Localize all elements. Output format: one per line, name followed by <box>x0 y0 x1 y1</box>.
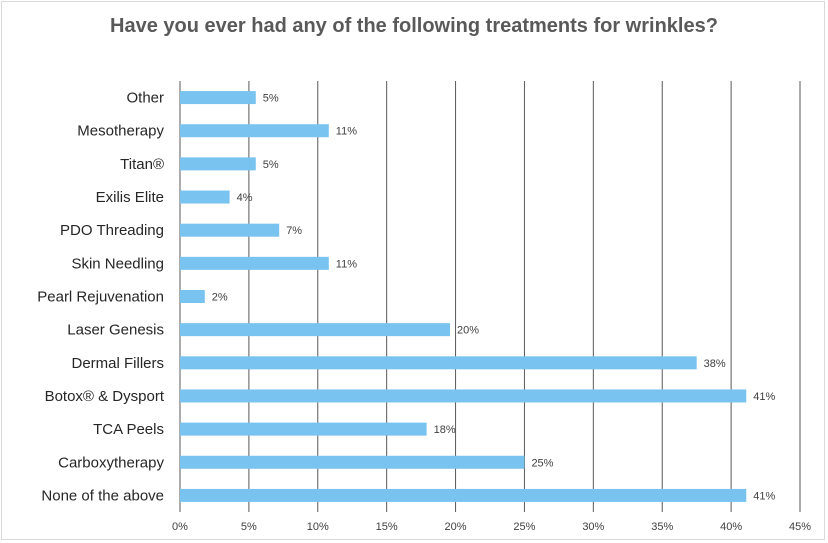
category-label: Skin Needling <box>71 255 164 272</box>
x-tick-label: 25% <box>513 521 535 533</box>
bars <box>180 91 747 502</box>
category-label: Dermal Fillers <box>71 355 164 372</box>
x-tick-label: 30% <box>582 521 604 533</box>
data-label: 4% <box>237 192 253 204</box>
data-label: 41% <box>753 490 775 502</box>
data-label: 11% <box>336 258 357 270</box>
category-label: Mesotherapy <box>77 123 164 140</box>
data-label: 2% <box>212 292 228 304</box>
bar <box>180 422 427 436</box>
x-tick-label: 20% <box>445 521 467 533</box>
category-label: Carboxytherapy <box>58 454 164 471</box>
category-labels: Other Mesotherapy Titan® Exilis Elite PDO Th… <box>37 90 165 505</box>
data-label: 25% <box>531 457 553 469</box>
bar <box>180 91 256 105</box>
category-label: PDO Threading <box>60 222 164 239</box>
bar <box>180 389 747 403</box>
category-label: Laser Genesis <box>67 322 164 339</box>
bar <box>180 323 451 337</box>
category-label: None of the above <box>41 487 164 504</box>
x-tick-label: 35% <box>651 521 673 533</box>
data-labels: 5% 11% 5% 4% 7% 11% 2% 20% 38% 41% 18% 25% 41% <box>212 93 776 503</box>
data-label: 5% <box>263 159 279 171</box>
x-tick-label: 10% <box>307 521 329 533</box>
category-label: Botox® & Dysport <box>45 388 165 405</box>
category-label: Other <box>126 90 164 107</box>
bar <box>180 455 525 469</box>
bar <box>180 256 329 270</box>
data-label: 20% <box>457 325 479 337</box>
x-tick-label: 5% <box>241 521 257 533</box>
x-tick-label: 40% <box>720 521 742 533</box>
bar <box>180 488 747 502</box>
bar <box>180 157 256 171</box>
bar <box>180 223 280 237</box>
data-label: 18% <box>434 424 456 436</box>
category-label: TCA Peels <box>93 421 164 438</box>
data-label: 7% <box>286 225 302 237</box>
bar <box>180 124 329 138</box>
data-label: 5% <box>263 93 279 105</box>
category-label: Pearl Rejuvenation <box>37 289 164 306</box>
x-axis-tick-labels: 0% 5% 10% 15% 20% 25% 30% 35% 40% 45% <box>172 521 811 533</box>
x-tick-label: 0% <box>172 521 188 533</box>
bar <box>180 190 230 204</box>
gridlines <box>179 81 801 512</box>
category-label: Exilis Elite <box>96 189 164 206</box>
data-label: 11% <box>336 126 357 138</box>
bar <box>180 356 697 370</box>
bar <box>180 290 205 303</box>
category-label: Titan® <box>120 156 164 173</box>
chart-title: Have you ever had any of the following t… <box>110 15 718 37</box>
x-tick-label: 45% <box>789 521 811 533</box>
data-label: 41% <box>753 391 775 403</box>
data-label: 38% <box>704 358 726 370</box>
x-tick-label: 15% <box>376 521 398 533</box>
